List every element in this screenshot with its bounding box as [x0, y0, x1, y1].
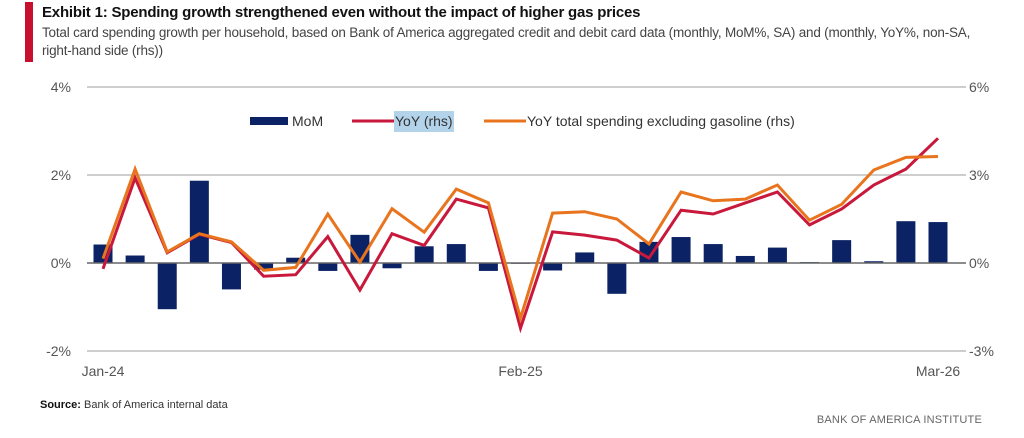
brand-label: BANK OF AMERICA INSTITUTE	[816, 414, 982, 426]
bar-mom	[896, 221, 916, 263]
chart-subtitle: Total card spending growth per household…	[42, 25, 971, 58]
right-tick-label: -3%	[969, 343, 994, 359]
mom-bars	[93, 180, 948, 310]
legend: MoM YoY (rhs) YoY total spending excluding…	[250, 111, 795, 132]
bar-mom	[703, 244, 723, 263]
yoy-lines	[101, 137, 940, 334]
x-axis-ticks: Jan-24 Feb-25 Mar-26	[82, 363, 961, 379]
line-yoy	[101, 137, 940, 334]
right-tick-label: 6%	[969, 79, 989, 95]
bar-mom	[318, 263, 338, 271]
source-note: Source: Bank of America internal data	[40, 399, 228, 411]
source-text: Bank of America internal data	[80, 399, 228, 411]
bar-mom	[575, 252, 595, 263]
right-axis-ticks: -3% 0% 3% 6%	[969, 79, 994, 359]
right-tick-label: 3%	[969, 167, 989, 183]
bar-mom	[543, 263, 563, 271]
title-accent-bar	[25, 2, 33, 62]
right-tick-label: 0%	[969, 255, 989, 271]
line-yoy-ex-gasoline	[101, 155, 939, 324]
bar-mom	[671, 237, 691, 263]
source-label: Source:	[40, 399, 81, 411]
left-tick-label: 2%	[51, 167, 71, 183]
bar-mom	[286, 257, 306, 263]
left-tick-label: 4%	[51, 79, 71, 95]
bar-mom	[832, 240, 852, 263]
left-tick-label: 0%	[51, 255, 71, 271]
bar-mom	[735, 255, 755, 263]
gridlines	[87, 86, 966, 352]
left-axis-ticks: -2% 0% 2% 4%	[46, 79, 71, 359]
bar-mom	[478, 263, 498, 271]
legend-label-highlight	[394, 111, 454, 132]
x-tick-label: Feb-25	[498, 363, 543, 379]
legend-swatch-mom	[250, 117, 288, 125]
x-tick-label: Jan-24	[82, 363, 125, 379]
bar-mom	[928, 222, 948, 263]
bar-mom	[607, 263, 627, 294]
bar-mom	[446, 244, 466, 263]
bar-mom	[639, 241, 659, 263]
bar-mom	[189, 180, 209, 263]
bar-mom	[382, 263, 402, 269]
bar-mom	[125, 255, 145, 263]
bar-mom	[157, 263, 177, 310]
chart-title: Exhibit 1: Spending growth strengthened …	[42, 4, 641, 21]
bar-mom	[221, 263, 241, 290]
legend-label-mom: MoM	[292, 113, 323, 129]
bar-mom	[767, 247, 787, 263]
bar-mom	[864, 261, 884, 263]
left-tick-label: -2%	[46, 343, 71, 359]
bar-mom	[254, 263, 274, 270]
x-tick-label: Mar-26	[916, 363, 961, 379]
legend-label-yoy: YoY (rhs)	[395, 113, 453, 129]
legend-label-yoy-ex-gasoline: YoY total spending excluding gasoline (r…	[527, 113, 795, 129]
bar-mom	[414, 246, 434, 263]
